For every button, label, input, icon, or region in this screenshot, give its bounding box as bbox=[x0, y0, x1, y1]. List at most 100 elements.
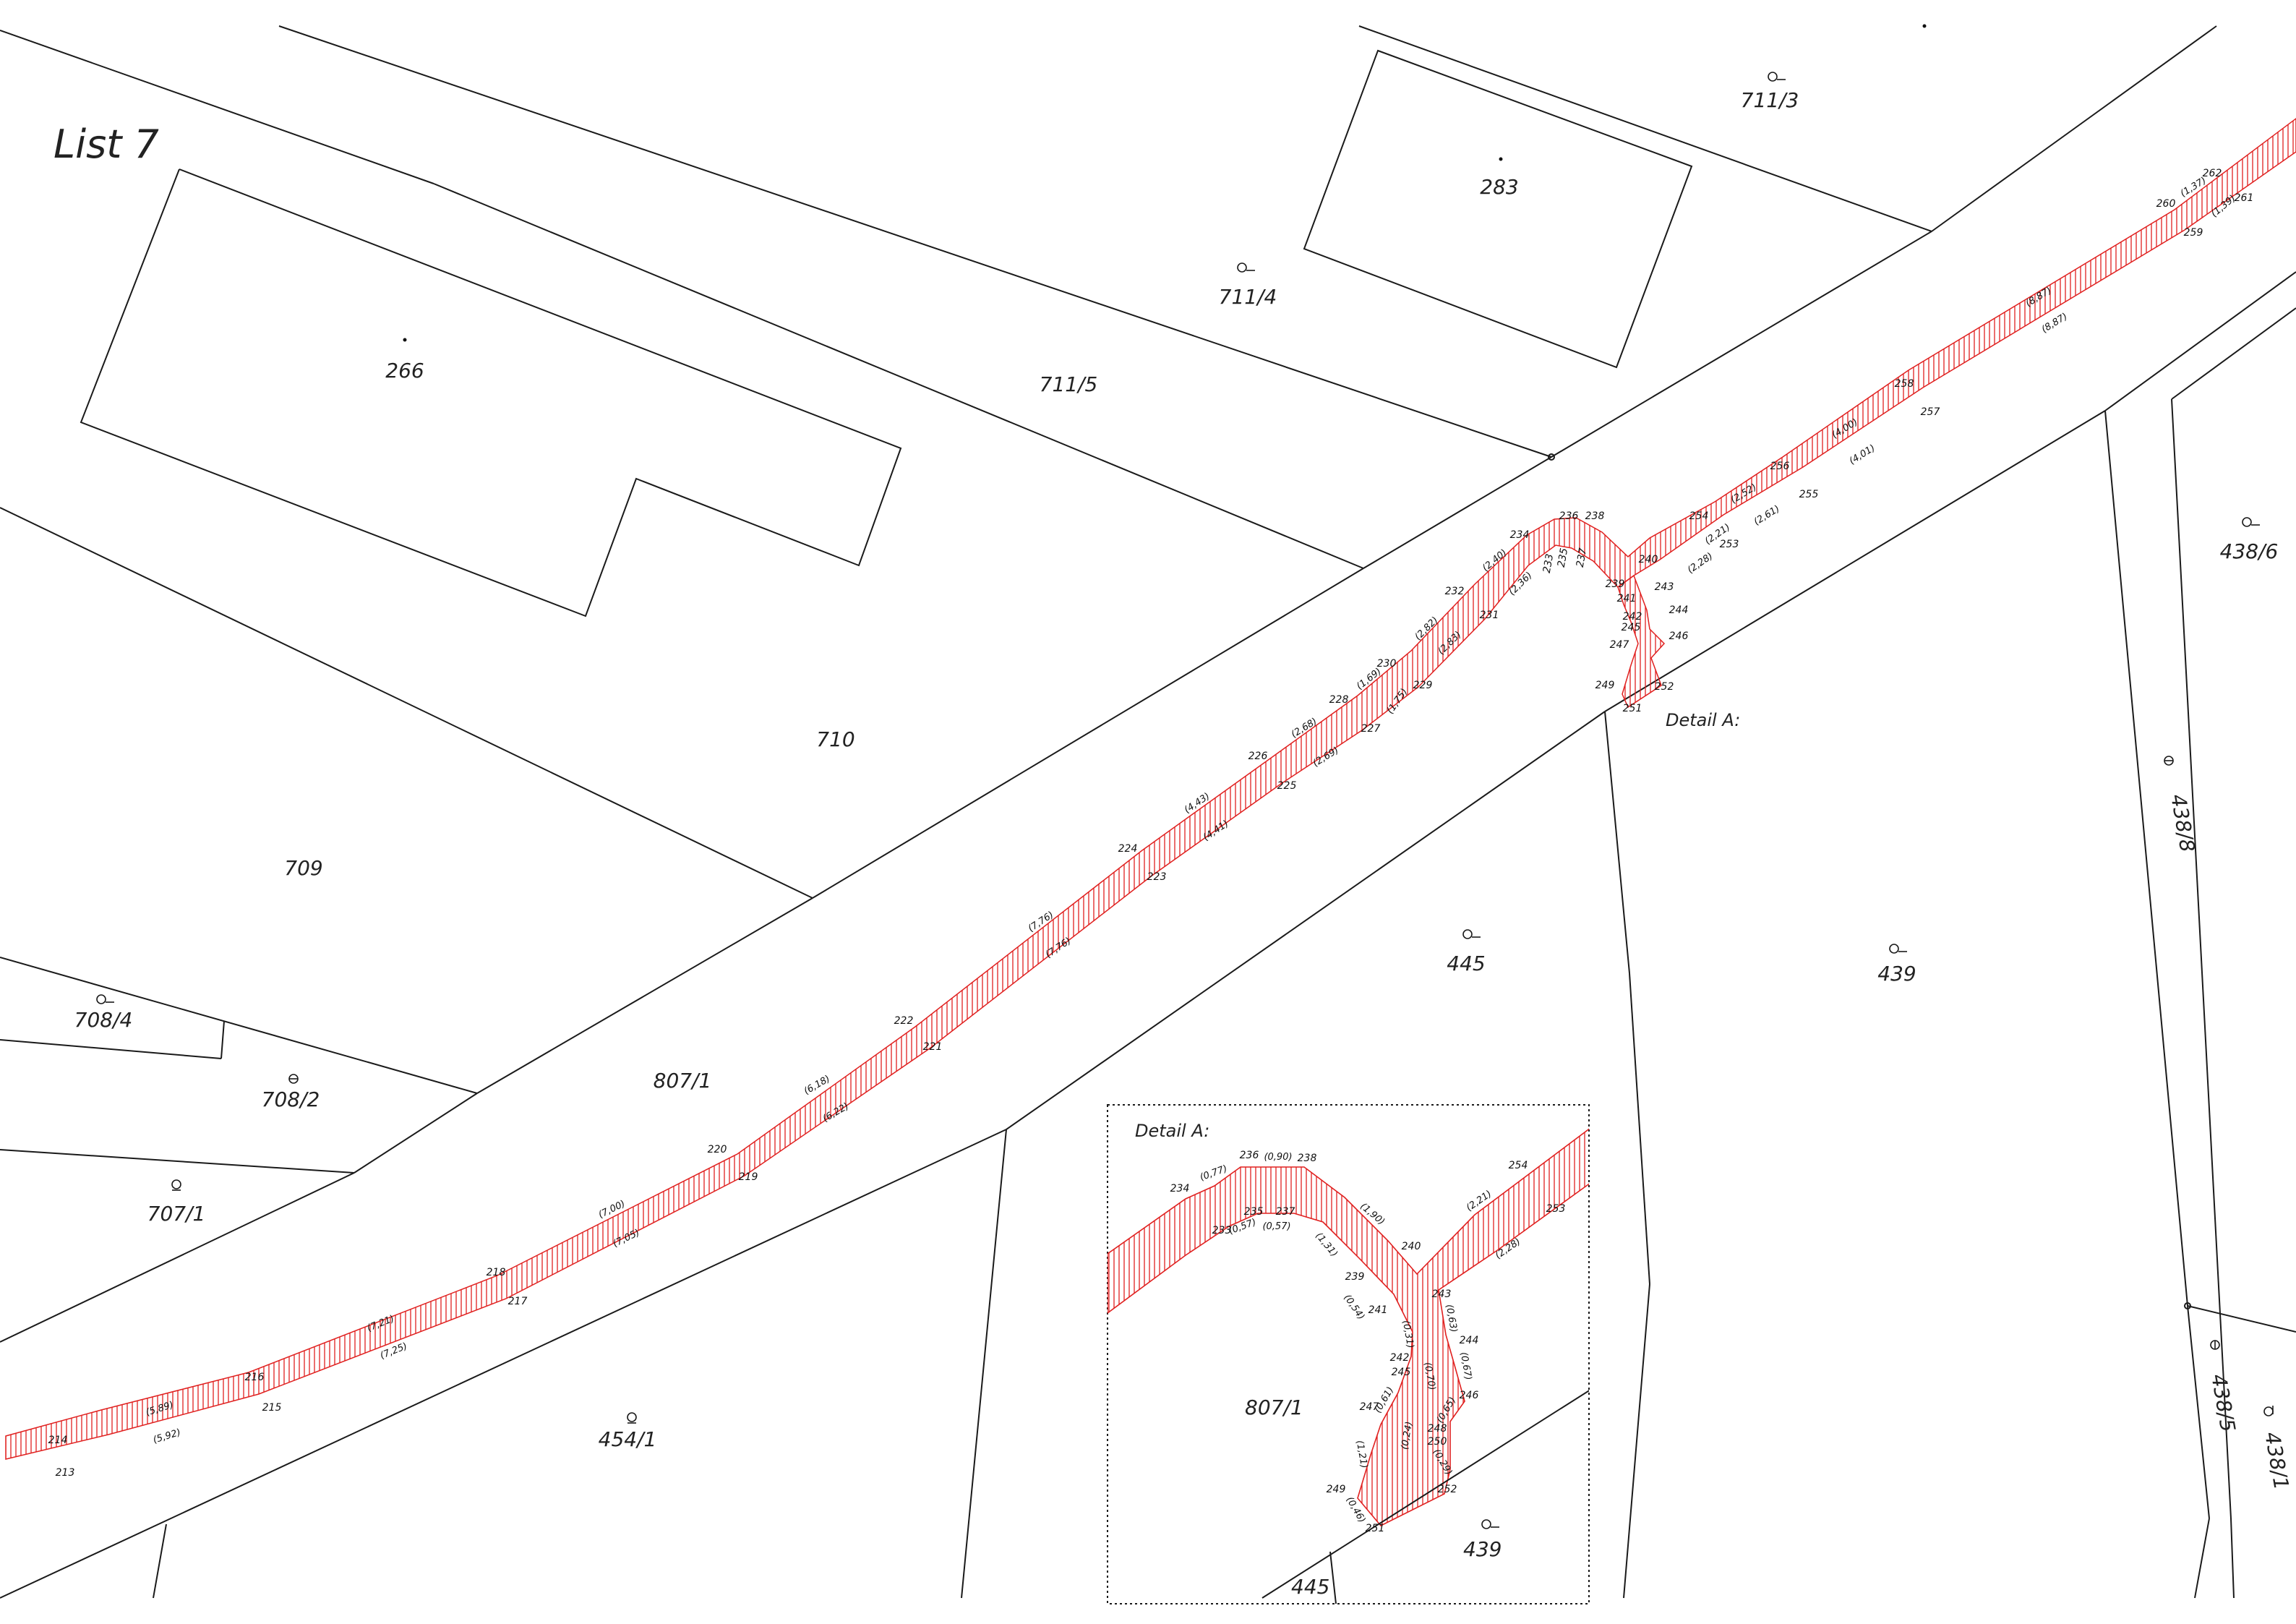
parcel-label-p-8071: 807/1 bbox=[654, 1069, 712, 1093]
parcel-label-p-7084: 708/4 bbox=[74, 1008, 133, 1032]
parcel-label-p-4381: 438/1 bbox=[2260, 1430, 2294, 1492]
detail-point-number: 243 bbox=[1432, 1288, 1452, 1300]
point-number: 261 bbox=[2235, 192, 2254, 204]
point-number: 249 bbox=[1595, 680, 1615, 691]
point-number: 254 bbox=[1689, 510, 1709, 522]
point-number: 231 bbox=[1480, 610, 1499, 621]
survey-point-marker bbox=[1548, 453, 1555, 461]
detail-dimension-label: (1,21) bbox=[1354, 1440, 1370, 1469]
detail-a-title: Detail A: bbox=[1135, 1121, 1209, 1141]
parcel-symbol-icon bbox=[2210, 1340, 2220, 1350]
point-number: 225 bbox=[1277, 780, 1297, 792]
boundary-line bbox=[1623, 1283, 1650, 1599]
boundary-line bbox=[0, 957, 478, 1094]
point-number: 246 bbox=[1669, 631, 1689, 642]
point-number: 224 bbox=[1118, 843, 1138, 855]
detail-point-number: 237 bbox=[1276, 1206, 1295, 1218]
parcel-symbol-icon bbox=[171, 1179, 181, 1191]
detail-point-number: 235 bbox=[1244, 1206, 1264, 1218]
point-number: 237 bbox=[1575, 547, 1589, 568]
boundary-line bbox=[0, 507, 813, 899]
parcel-boundary-283 bbox=[1303, 49, 1693, 369]
point-number: 222 bbox=[894, 1015, 914, 1027]
parcel-label-p-4385: 438/5 bbox=[2206, 1372, 2240, 1434]
parcel-symbol-icon bbox=[2164, 756, 2174, 766]
parcel-label-p-7115: 711/5 bbox=[1040, 372, 1098, 396]
parcel-dot bbox=[403, 338, 407, 342]
detail-a-road-edge bbox=[1261, 1390, 1589, 1599]
parcel-label-p-710: 710 bbox=[816, 727, 854, 751]
detail-point-number: 236 bbox=[1240, 1150, 1259, 1161]
detail-dimension-label: (0,24) bbox=[1400, 1421, 1415, 1450]
point-number: 238 bbox=[1585, 510, 1605, 522]
boundary-line bbox=[2171, 307, 2296, 400]
parcel-symbol-icon bbox=[1237, 262, 1255, 273]
detail-point-number: 239 bbox=[1345, 1271, 1365, 1283]
point-number: 245 bbox=[1622, 622, 1641, 633]
point-number: 252 bbox=[1655, 681, 1674, 693]
point-number: 221 bbox=[923, 1041, 943, 1053]
point-number: 234 bbox=[1510, 529, 1530, 541]
detail-point-number: 249 bbox=[1327, 1484, 1346, 1495]
road-edge-north bbox=[1931, 25, 2217, 232]
detail-dimension-label: (0,90) bbox=[1264, 1152, 1292, 1163]
boundary-line bbox=[1358, 25, 1932, 232]
detail-point-number: 238 bbox=[1298, 1153, 1317, 1164]
detail-a-parcel-807-1: 807/1 bbox=[1245, 1396, 1303, 1419]
parcel-label-p-439: 439 bbox=[1877, 962, 1916, 986]
point-number: 257 bbox=[1921, 406, 1940, 418]
parcel-labels: 266 283 711/3 711/4 711/5 710 709 708/4 708/2 707… bbox=[74, 88, 2294, 1492]
dimension-label: (4,01) bbox=[1848, 443, 1877, 466]
dimension-label: (2,28) bbox=[1686, 551, 1715, 576]
point-number: 215 bbox=[262, 1402, 282, 1414]
parcel-symbol-icon bbox=[627, 1412, 637, 1424]
point-number: 262 bbox=[2203, 168, 2222, 179]
point-number: 213 bbox=[56, 1467, 75, 1479]
easement-strip-main bbox=[5, 118, 2296, 1460]
point-number: 242 bbox=[1623, 611, 1642, 623]
boundary-line bbox=[433, 183, 1364, 569]
point-number: 255 bbox=[1799, 489, 1819, 500]
detail-point-number: 233 bbox=[1212, 1225, 1232, 1236]
boundary-line bbox=[0, 1039, 222, 1059]
point-number: 223 bbox=[1147, 871, 1167, 883]
boundary-line bbox=[2187, 1305, 2296, 1333]
point-number: 214 bbox=[48, 1435, 68, 1446]
point-labels: 213 214 215 216 217 218 219 220 221 222 223 224 225 2… bbox=[48, 168, 2254, 1479]
detail-point-number: 254 bbox=[1509, 1160, 1528, 1171]
detail-point-number: 246 bbox=[1460, 1390, 1479, 1401]
point-number: 229 bbox=[1413, 680, 1433, 691]
detail-dimension-label: (0,57) bbox=[1262, 1221, 1290, 1232]
survey-point-marker bbox=[2184, 1302, 2191, 1309]
point-number: 228 bbox=[1329, 694, 1349, 706]
boundary-line bbox=[0, 1149, 355, 1174]
boundary-line bbox=[278, 25, 1552, 458]
detail-dimension-label: (0,70) bbox=[1422, 1362, 1438, 1391]
parcel-symbol-icon bbox=[288, 1074, 299, 1084]
survey-markers bbox=[403, 24, 2191, 1309]
boundary-line bbox=[2104, 410, 2188, 1307]
detail-dimension-label: (0,67) bbox=[1458, 1351, 1474, 1381]
detail-a-parcel-439: 439 bbox=[1463, 1537, 1502, 1561]
parcel-label-p-7114: 711/4 bbox=[1219, 285, 1277, 309]
point-number: 251 bbox=[1623, 703, 1642, 714]
detail-a-inset: Detail A: 807/1 439 445 2342332352362372… bbox=[1107, 1104, 1590, 1604]
boundary-line bbox=[2194, 1518, 2210, 1599]
detail-a-point-labels: 234 233 235 236 237 238 239 240 241 242 243 244 245 2… bbox=[1170, 1150, 1566, 1534]
parcel-label-p-7071: 707/1 bbox=[147, 1202, 206, 1226]
point-number: 259 bbox=[2184, 227, 2203, 239]
road-edge-north bbox=[1363, 456, 1552, 569]
point-number: 241 bbox=[1617, 593, 1637, 604]
point-number: 247 bbox=[1610, 639, 1629, 651]
parcel-label-p-4541: 454/1 bbox=[599, 1427, 657, 1451]
parcel-symbol-icon bbox=[1481, 1519, 1499, 1529]
detail-point-number: 253 bbox=[1546, 1203, 1566, 1215]
boundary-line bbox=[1629, 973, 1650, 1285]
boundary-line bbox=[220, 1020, 225, 1059]
boundary-line bbox=[153, 1523, 167, 1599]
point-number: 235 bbox=[1556, 547, 1570, 568]
road-edge-north bbox=[812, 568, 1364, 899]
road-edge-north bbox=[0, 1172, 355, 1343]
easement-strip-detail-a bbox=[1617, 574, 1666, 709]
parcel-label-p-266: 266 bbox=[385, 359, 424, 383]
